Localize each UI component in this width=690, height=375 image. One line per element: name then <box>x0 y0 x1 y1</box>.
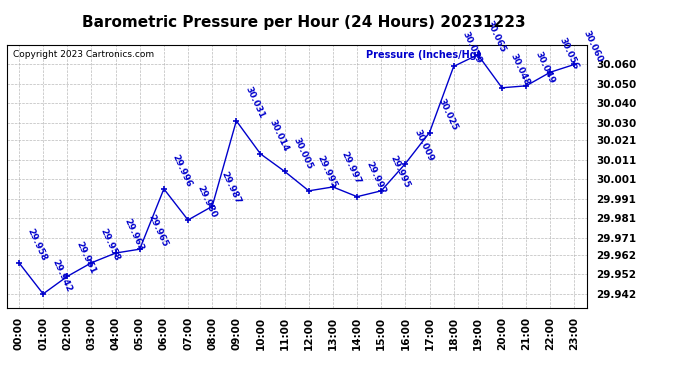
Text: 30.014: 30.014 <box>268 118 290 153</box>
Text: 29.951: 29.951 <box>75 240 97 276</box>
Text: 30.005: 30.005 <box>292 136 314 171</box>
Text: 30.065: 30.065 <box>485 19 507 54</box>
Text: 30.049: 30.049 <box>533 50 556 85</box>
Text: 29.980: 29.980 <box>195 184 218 219</box>
Text: Pressure (Inches/Hg): Pressure (Inches/Hg) <box>366 50 482 60</box>
Text: 29.963: 29.963 <box>123 217 146 252</box>
Text: 29.995: 29.995 <box>388 154 411 190</box>
Text: 29.995: 29.995 <box>316 154 339 190</box>
Text: 30.059: 30.059 <box>461 30 484 66</box>
Text: 29.965: 29.965 <box>147 213 170 248</box>
Text: 29.958: 29.958 <box>99 226 121 262</box>
Text: 30.060: 30.060 <box>582 29 604 64</box>
Text: 30.056: 30.056 <box>558 36 580 72</box>
Text: 29.942: 29.942 <box>50 258 73 293</box>
Text: 29.992: 29.992 <box>364 160 387 196</box>
Text: 29.996: 29.996 <box>171 153 194 188</box>
Text: 30.025: 30.025 <box>437 97 459 132</box>
Text: 29.987: 29.987 <box>219 170 242 206</box>
Text: 30.048: 30.048 <box>509 52 532 87</box>
Text: Barometric Pressure per Hour (24 Hours) 20231223: Barometric Pressure per Hour (24 Hours) … <box>82 15 525 30</box>
Text: 29.997: 29.997 <box>340 150 363 186</box>
Text: 30.031: 30.031 <box>244 85 266 120</box>
Text: Copyright 2023 Cartronics.com: Copyright 2023 Cartronics.com <box>12 50 154 59</box>
Text: 29.958: 29.958 <box>26 226 49 262</box>
Text: 30.009: 30.009 <box>413 128 435 163</box>
